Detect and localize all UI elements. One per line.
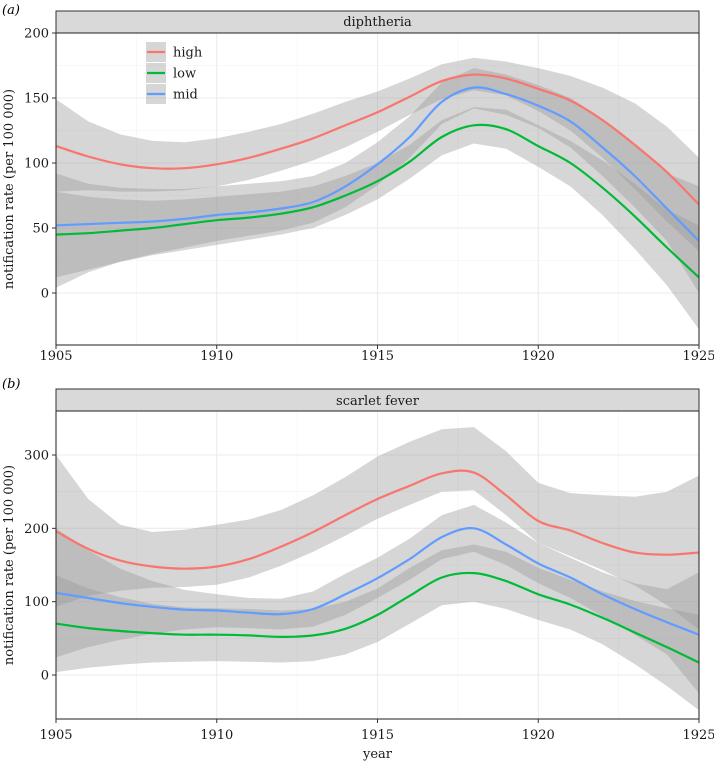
- x-axis-title: year: [362, 747, 393, 762]
- y-axis-title: notification rate (per 100 000): [2, 465, 17, 665]
- chart-panel-scarlet-fever: (b) scarlet fever 0 100 200 300 1905 1910 1915 19…: [2, 377, 714, 762]
- series-line-mid: [56, 527, 699, 636]
- legend-label-low: low: [173, 67, 196, 82]
- y-axis-title: notification rate (per 100 000): [2, 89, 17, 289]
- ribbon-low: [56, 544, 699, 711]
- series-line-high: [56, 469, 699, 570]
- x-tick-label: 1925: [682, 728, 714, 743]
- chart-panel-diphtheria: (a) diphtheria 0 50 100 150 200 1905 1910 1915 192…: [2, 3, 714, 364]
- x-tick-label: 1915: [361, 728, 394, 743]
- series-lines: [56, 73, 699, 279]
- ribbon-high: [56, 427, 699, 630]
- series-line-low: [56, 123, 699, 279]
- x-tick-label: 1910: [200, 349, 233, 364]
- y-tick-label: 150: [24, 92, 49, 107]
- series-line-low: [56, 571, 699, 664]
- x-tick-label: 1925: [682, 349, 714, 364]
- series-line-mid: [56, 86, 699, 242]
- ribbon-low: [56, 107, 699, 330]
- facet-title: scarlet fever: [336, 394, 420, 409]
- series-lines: [56, 469, 699, 664]
- x-tick-label: 1920: [522, 728, 555, 743]
- confidence-ribbons: [56, 427, 699, 711]
- x-tick-label: 1920: [522, 349, 555, 364]
- series-line-high: [56, 73, 699, 206]
- y-tick-label: 0: [41, 287, 49, 302]
- y-tick-label: 200: [24, 27, 49, 42]
- x-tick-label: 1905: [39, 728, 72, 743]
- y-tick-label: 300: [24, 449, 49, 464]
- legend-label-mid: mid: [173, 88, 198, 103]
- ribbon-mid: [56, 504, 699, 694]
- x-tick-label: 1915: [361, 349, 394, 364]
- y-tick-label: 50: [32, 222, 49, 237]
- x-tick-label: 1910: [200, 728, 233, 743]
- panel-label: (b): [2, 377, 20, 392]
- y-tick-label: 100: [24, 595, 49, 610]
- y-tick-label: 100: [24, 157, 49, 172]
- panel-label: (a): [2, 3, 20, 18]
- gridlines: [55, 411, 700, 719]
- y-tick-label: 0: [41, 669, 49, 684]
- y-tick-label: 200: [24, 522, 49, 537]
- facet-title: diphtheria: [343, 15, 412, 30]
- x-tick-label: 1905: [39, 349, 72, 364]
- legend: high low mid: [146, 42, 203, 104]
- legend-label-high: high: [173, 46, 203, 61]
